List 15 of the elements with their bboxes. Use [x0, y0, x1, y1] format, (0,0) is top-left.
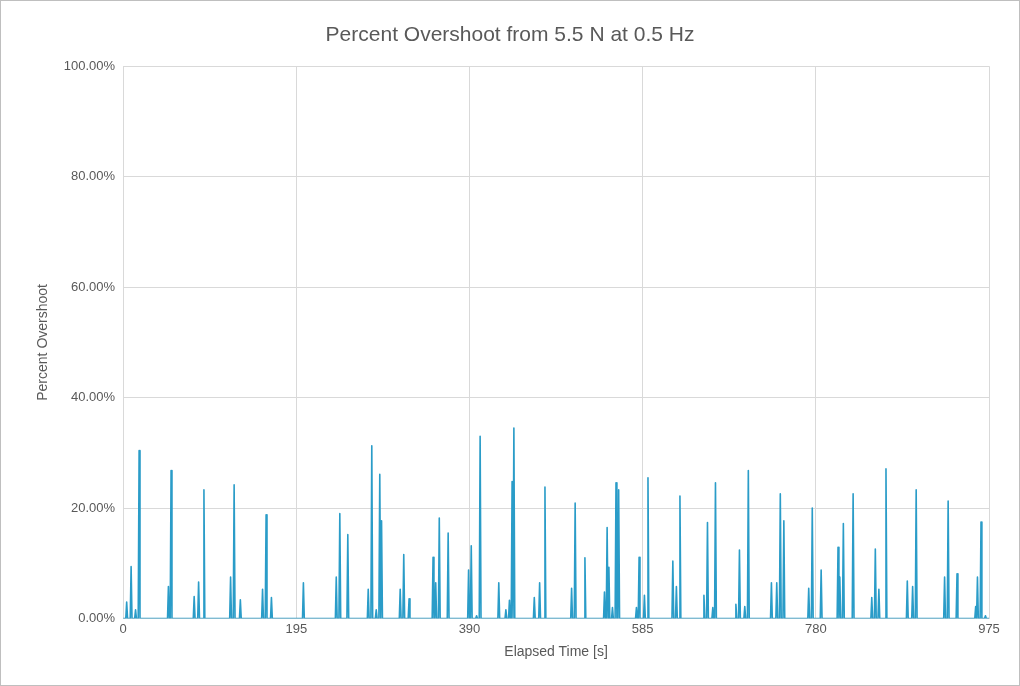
x-tick-label: 0 [119, 620, 127, 636]
x-tick-label: 585 [631, 620, 654, 636]
y-tick-label: 60.00% [71, 278, 116, 294]
x-axis-title: Elapsed Time [s] [504, 643, 608, 660]
x-tick-label: 780 [804, 620, 827, 636]
y-tick-label: 20.00% [71, 499, 116, 515]
x-tick-label: 195 [285, 620, 308, 636]
x-tick-label: 390 [458, 620, 481, 636]
chart-title: Percent Overshoot from 5.5 N at 0.5 Hz [325, 22, 695, 46]
y-tick-label: 0.00% [78, 610, 116, 626]
y-tick-label: 100.00% [63, 57, 116, 73]
y-tick-label: 80.00% [71, 168, 116, 184]
y-axis-title: Percent Overshoot [34, 283, 51, 401]
y-tick-label: 40.00% [71, 389, 116, 405]
x-tick-label: 975 [978, 620, 1000, 636]
